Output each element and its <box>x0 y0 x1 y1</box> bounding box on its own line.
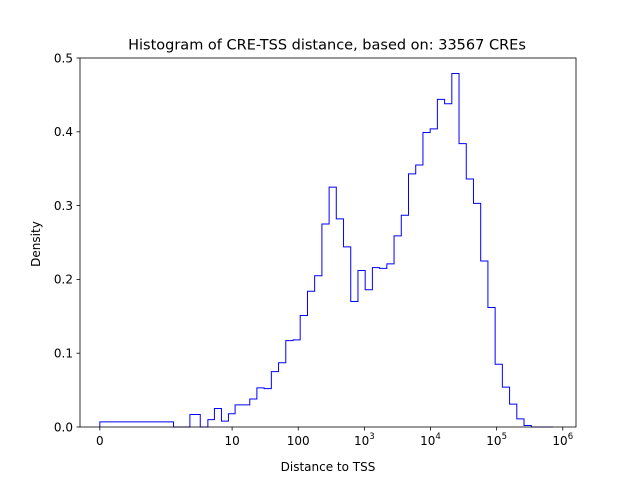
y-tick-label: 0.0 <box>54 420 73 434</box>
x-tick-label: 10 <box>224 434 239 448</box>
y-tick-label: 0.1 <box>54 347 73 361</box>
x-tick-label: 103 <box>354 432 375 448</box>
x-tick-label: 105 <box>486 432 507 448</box>
y-tick-label: 0.3 <box>54 199 73 213</box>
x-tick-label: 100 <box>287 434 310 448</box>
x-axis: 0 10 100 103 104 105 106 <box>96 427 573 448</box>
y-tick-label: 0.5 <box>54 51 73 65</box>
plot-area <box>79 57 577 428</box>
histogram-step-line <box>99 73 553 428</box>
y-axis-label: Density <box>29 221 43 267</box>
y-tick-label: 0.2 <box>54 273 73 287</box>
y-axis: 0.0 0.1 0.2 0.3 0.4 0.5 <box>54 51 80 434</box>
x-tick-label: 104 <box>420 432 441 448</box>
plot-frame <box>79 57 577 428</box>
y-tick-label: 0.4 <box>54 125 73 139</box>
chart-title: Histogram of CRE-TSS distance, based on:… <box>128 38 526 54</box>
x-tick-label: 106 <box>552 432 573 448</box>
x-tick-label: 0 <box>96 434 104 448</box>
x-axis-label: Distance to TSS <box>281 460 376 474</box>
